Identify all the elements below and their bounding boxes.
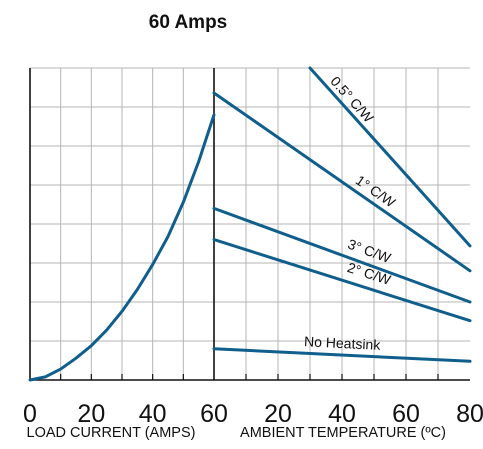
heatsink-line — [212, 91, 472, 273]
heatsink-line — [212, 347, 472, 363]
left-x-tick-label: 0 — [23, 400, 37, 428]
heatsink-line — [308, 66, 472, 248]
left-plot-series — [28, 113, 216, 382]
series-label: No Heatsink — [304, 333, 382, 353]
right-x-tick-label: 20 — [264, 400, 292, 428]
right-x-ticks: 60 20 40 60 80 — [200, 374, 483, 428]
series-label: 0.5° C/W — [327, 73, 377, 126]
chart-title: 60 Amps — [149, 12, 228, 33]
left-x-ticks: 0 20 40 — [23, 374, 184, 428]
left-gridlines — [30, 67, 470, 380]
right-x-axis-title: AMBIENT TEMPERATURE (ºC) — [240, 425, 446, 441]
right-x-tick-label: 80 — [456, 400, 483, 428]
heatsink-line — [212, 206, 472, 304]
right-x-tick-label: 40 — [328, 400, 356, 428]
right-x-tick-label: 60 — [200, 400, 228, 428]
left-x-tick-label: 20 — [77, 400, 105, 428]
right-x-tick-label: 60 — [392, 400, 420, 428]
load-current-curve — [28, 113, 216, 382]
right-gridlines — [245, 68, 439, 380]
heatsink-line — [212, 238, 472, 323]
left-x-axis-title: LOAD CURRENT (AMPS) — [27, 425, 196, 441]
left-x-tick-label: 40 — [139, 400, 167, 428]
axes — [29, 68, 470, 381]
